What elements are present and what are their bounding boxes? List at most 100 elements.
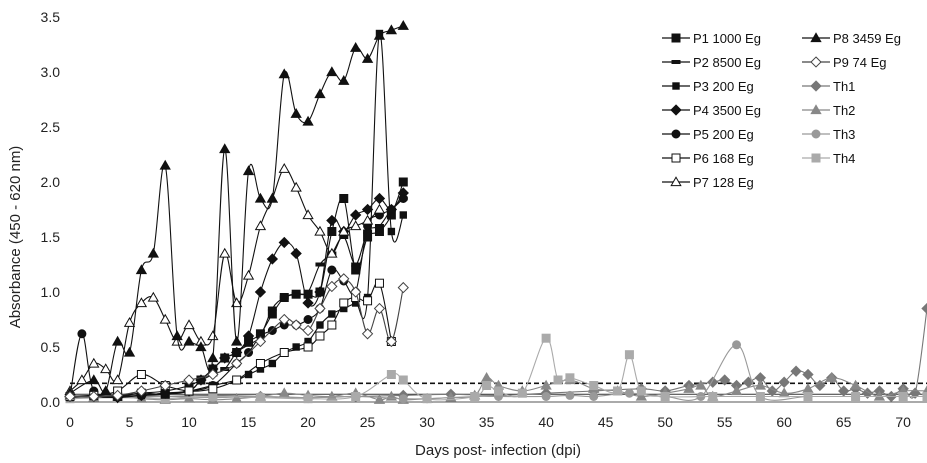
legend-marker xyxy=(670,104,682,116)
legend-marker xyxy=(672,82,680,90)
data-point xyxy=(242,269,255,280)
data-point xyxy=(88,390,100,403)
data-point xyxy=(351,265,361,275)
data-point xyxy=(171,330,183,341)
x-tick-labels: 0 5 10 15 20 25 30 35 40 45 50 55 60 65 70 xyxy=(66,414,911,430)
data-point xyxy=(898,392,908,401)
data-point xyxy=(290,107,302,118)
data-point xyxy=(517,388,527,398)
x-tick-label: 65 xyxy=(836,414,852,430)
data-point xyxy=(267,306,277,311)
data-point xyxy=(147,291,159,302)
data-point xyxy=(266,192,279,203)
legend-marker xyxy=(811,153,821,163)
legend-label: P9 74 Eg xyxy=(833,55,887,70)
series-p9-74-eg xyxy=(64,273,409,403)
legend-marker xyxy=(671,60,681,64)
data-point xyxy=(909,387,921,399)
data-point xyxy=(207,352,219,363)
data-point xyxy=(326,280,338,293)
data-point xyxy=(303,342,313,352)
data-point xyxy=(624,350,634,360)
x-tick-label: 25 xyxy=(360,414,376,430)
x-tick-label: 60 xyxy=(776,414,792,430)
data-point xyxy=(350,41,362,52)
data-point xyxy=(373,192,386,205)
data-point xyxy=(111,374,124,385)
data-point xyxy=(100,385,112,396)
data-point xyxy=(184,386,194,396)
legend-marker xyxy=(810,32,822,43)
data-point xyxy=(111,389,124,402)
legend-label: Th3 xyxy=(833,127,855,142)
data-point xyxy=(589,381,599,390)
data-point xyxy=(398,194,408,203)
data-point xyxy=(314,302,326,315)
data-point xyxy=(624,388,634,398)
data-point xyxy=(541,333,551,343)
data-point xyxy=(802,368,814,381)
data-point xyxy=(422,394,432,404)
x-tick-label: 15 xyxy=(241,414,257,430)
data-point xyxy=(303,394,313,404)
data-point xyxy=(754,379,767,390)
legend-item-p9-74-eg: P9 74 Eg xyxy=(802,55,887,70)
data-point xyxy=(290,247,302,260)
legend-label: P4 3500 Eg xyxy=(693,103,761,118)
data-point xyxy=(339,298,349,308)
data-point xyxy=(387,227,396,236)
data-point xyxy=(326,214,338,227)
data-point xyxy=(708,392,718,401)
data-point xyxy=(207,330,219,341)
legend-label: P2 8500 Eg xyxy=(693,55,761,70)
legend-label: P3 200 Eg xyxy=(693,79,754,94)
legend-item-th2: Th2 xyxy=(802,103,855,118)
legend-item-th4: Th4 xyxy=(802,151,855,166)
legend: P1 1000 Eg P2 8500 Eg P3 200 Eg P4 3500 Eg P… xyxy=(655,24,927,214)
y-tick-label: 1.0 xyxy=(41,284,61,300)
data-point xyxy=(279,348,289,357)
x-tick-label: 50 xyxy=(657,414,673,430)
data-point xyxy=(77,329,87,339)
legend-item-p6-168-eg: P6 168 Eg xyxy=(662,151,754,166)
data-point xyxy=(230,392,243,403)
data-point xyxy=(88,374,100,385)
data-point xyxy=(242,330,255,342)
data-point xyxy=(636,386,646,396)
data-point xyxy=(373,393,386,404)
y-tick-label: 2.5 xyxy=(41,119,61,135)
data-point xyxy=(730,385,743,396)
data-point xyxy=(790,365,802,377)
data-point xyxy=(802,382,814,393)
data-point xyxy=(755,392,765,401)
data-point xyxy=(135,385,148,397)
data-point xyxy=(326,390,338,401)
data-point xyxy=(244,342,254,347)
data-point xyxy=(349,209,362,221)
data-point xyxy=(111,335,124,346)
data-point xyxy=(242,165,255,176)
data-point xyxy=(136,370,146,379)
x-axis-title: Days post- infection (dpi) xyxy=(415,442,581,459)
data-point xyxy=(589,392,599,401)
data-point xyxy=(553,375,563,385)
data-point xyxy=(921,302,927,315)
data-point xyxy=(351,262,361,267)
data-point xyxy=(290,319,302,331)
data-point xyxy=(171,335,183,346)
legend-label: P8 3459 Eg xyxy=(833,31,901,46)
data-point xyxy=(470,392,480,401)
data-point xyxy=(351,392,361,401)
y-axis-title: Absorbance (450 - 620 nm) xyxy=(7,146,24,329)
data-point xyxy=(361,203,374,216)
data-point xyxy=(398,177,408,187)
legend-item-p7-128-eg: P7 128 Eg xyxy=(662,175,754,190)
y-tick-label: 0.5 xyxy=(41,339,61,355)
data-point xyxy=(266,253,279,265)
y-tick-label: 0.0 xyxy=(41,394,61,410)
data-point xyxy=(267,326,277,335)
x-tick-label: 55 xyxy=(717,414,733,430)
data-point xyxy=(338,74,350,85)
data-point xyxy=(159,379,171,392)
